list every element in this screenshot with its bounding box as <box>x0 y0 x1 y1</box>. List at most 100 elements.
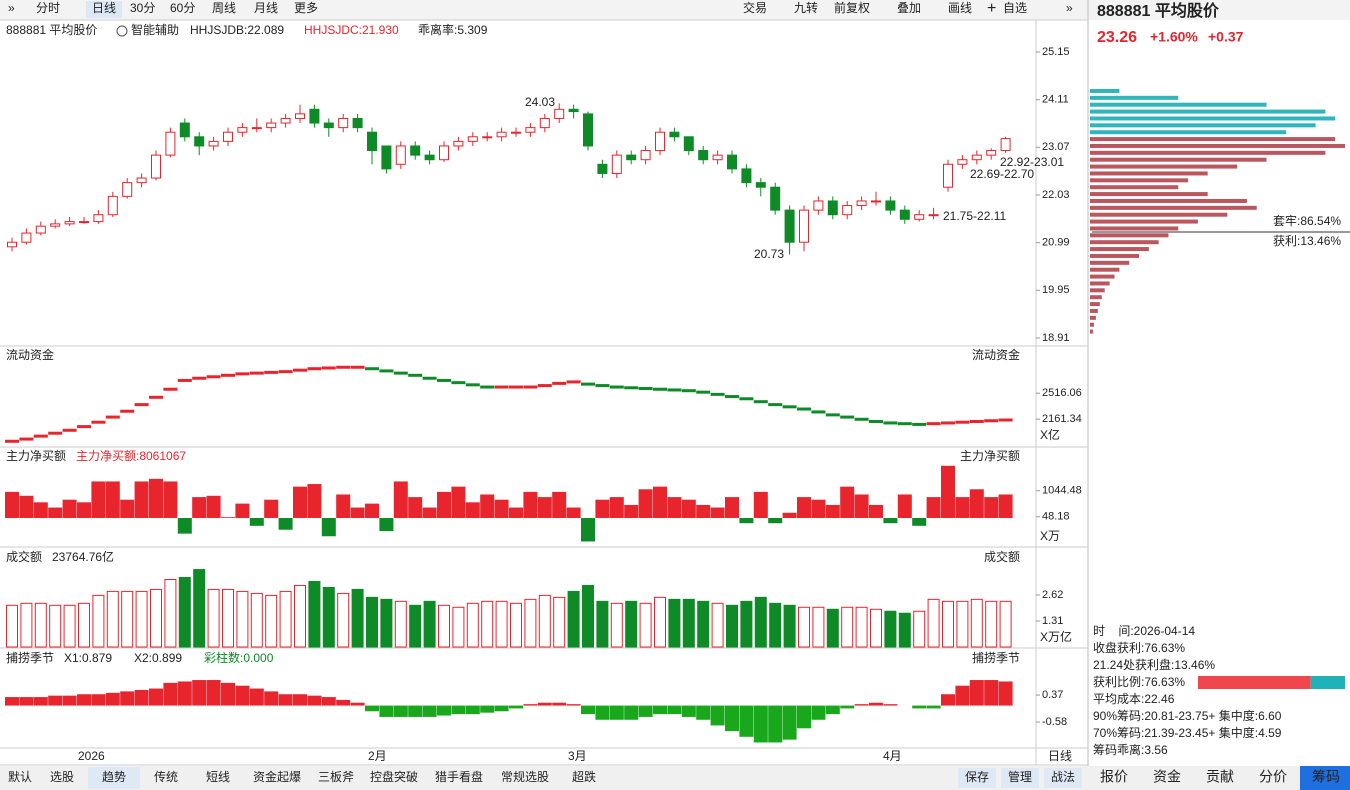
volume-bar <box>294 584 306 648</box>
netbuy-bar <box>451 486 466 518</box>
candle-body <box>165 131 176 156</box>
chip-bar <box>1090 219 1198 224</box>
season-bar <box>336 699 351 706</box>
chip-info: 21.24处获利盘:13.46% <box>1093 657 1215 672</box>
right-tab[interactable]: 资金 <box>1153 769 1181 785</box>
candle-body <box>899 209 910 220</box>
right-tab[interactable]: 筹码 <box>1312 769 1340 785</box>
netbuy-bar <box>840 486 855 518</box>
toolbar-button[interactable]: 交易 <box>743 0 767 15</box>
toolbar-button[interactable]: 月线 <box>254 1 278 15</box>
netbuy-bar <box>581 517 595 542</box>
netbuy-bar <box>869 504 883 518</box>
toolbar-button[interactable]: 日线 <box>92 1 116 15</box>
candle-body <box>136 177 147 184</box>
candle-body <box>928 214 939 217</box>
netbuy-bar <box>19 495 34 518</box>
toolbar-button[interactable]: 周线 <box>212 1 236 15</box>
toolbar-button[interactable]: 前复权 <box>834 0 870 15</box>
panel-title: 主力净买额 <box>6 449 66 463</box>
bottom-tab[interactable]: 传统 <box>154 769 178 784</box>
bottom-tab[interactable]: 三板斧 <box>318 770 354 784</box>
netbuy-bar <box>725 497 739 518</box>
candle-body <box>21 232 32 243</box>
candle-body <box>467 136 478 142</box>
toolbar-button[interactable]: 分时 <box>36 1 60 15</box>
bottom-tab[interactable]: 默认 <box>8 769 32 784</box>
expand-icon[interactable]: » <box>1066 1 1073 15</box>
candle-body <box>842 205 853 216</box>
netbuy-bar <box>811 499 826 518</box>
period: 日线 <box>1048 749 1072 763</box>
fund-bar <box>5 439 19 443</box>
info-assist[interactable]: 智能辅助 <box>131 22 179 37</box>
fund-bar <box>393 371 408 375</box>
bottom-tab[interactable]: 控盘突破 <box>370 769 418 784</box>
toolbar-button[interactable]: 叠加 <box>897 1 921 15</box>
netbuy-bar <box>437 491 451 518</box>
netbuy-bar <box>120 499 135 518</box>
action-button[interactable]: 战法 <box>1051 770 1075 784</box>
add-icon: + <box>987 0 996 17</box>
volume-bar <box>92 594 105 648</box>
netbuy-bar <box>552 491 567 518</box>
volume-bar <box>740 600 753 648</box>
chip-info: 70%筹码:21.39-23.45+ 集中度:4.59 <box>1093 725 1282 740</box>
toolbar-button[interactable]: 自选 <box>1003 1 1027 15</box>
fund-bar <box>235 372 250 376</box>
candle-body <box>309 108 320 124</box>
fund-bar <box>609 385 624 389</box>
y-tick-label: 20.99 <box>1042 237 1070 249</box>
season-bar <box>552 702 567 706</box>
candle-body <box>539 117 550 129</box>
volume-bar <box>913 610 926 648</box>
action-button[interactable]: 管理 <box>1008 769 1032 784</box>
bottom-tab[interactable]: 超跌 <box>572 769 596 784</box>
y-tick-label: 19.95 <box>1042 284 1070 296</box>
netbuy-bar <box>797 497 811 518</box>
netbuy-bar <box>854 494 869 518</box>
right-tab[interactable]: 贡献 <box>1206 769 1234 785</box>
fund-bar <box>336 365 351 369</box>
season-bar <box>797 705 811 729</box>
season-bar <box>235 685 250 706</box>
toolbar-button[interactable]: 画线 <box>948 1 972 15</box>
price: 23.26 <box>1097 29 1137 46</box>
y-tick-label: 23.07 <box>1042 141 1070 153</box>
panel-title: 流动资金 <box>6 347 54 362</box>
fund-bar <box>667 388 682 392</box>
fund-bar <box>465 383 480 387</box>
volume-bar <box>610 602 623 648</box>
toolbar-button[interactable]: 九转 <box>794 0 818 15</box>
right-tab[interactable]: 分价 <box>1259 769 1287 785</box>
right-tab[interactable]: 报价 <box>1100 769 1128 785</box>
season-bar <box>984 680 999 706</box>
action-button[interactable]: 保存 <box>965 770 989 784</box>
toolbar-button[interactable]: 30分 <box>130 1 155 15</box>
bottom-tab[interactable]: 资金起爆 <box>253 769 301 784</box>
candle-body <box>827 200 838 216</box>
fund-bar <box>509 385 523 389</box>
bottom-tab[interactable]: 猎手看盘 <box>435 769 483 784</box>
toolbar-button[interactable]: 60分 <box>170 1 195 15</box>
bottom-tab[interactable]: 常规选股 <box>501 769 549 784</box>
candle-body <box>266 122 277 129</box>
season-bar <box>48 695 63 706</box>
volume-bar <box>322 586 335 648</box>
bottom-tab[interactable]: 选股 <box>50 770 74 784</box>
season-bar <box>883 704 898 706</box>
netbuy-bar <box>494 499 509 518</box>
volume-bar <box>582 584 594 648</box>
season-bar <box>480 705 495 713</box>
chip-bar <box>1090 322 1094 327</box>
bottom-tab[interactable]: 短线 <box>206 770 230 784</box>
toolbar-button[interactable]: 更多 <box>294 1 318 15</box>
bottom-tab[interactable]: 趋势 <box>102 770 126 784</box>
volume-bar <box>538 594 551 648</box>
netbuy-bar <box>379 517 394 532</box>
panel-value: 23764.76亿 <box>52 549 114 564</box>
chip-bar <box>1090 329 1093 334</box>
collapse-icon[interactable]: » <box>8 1 15 15</box>
assist-icon[interactable] <box>116 25 128 37</box>
volume-bar <box>150 588 162 648</box>
